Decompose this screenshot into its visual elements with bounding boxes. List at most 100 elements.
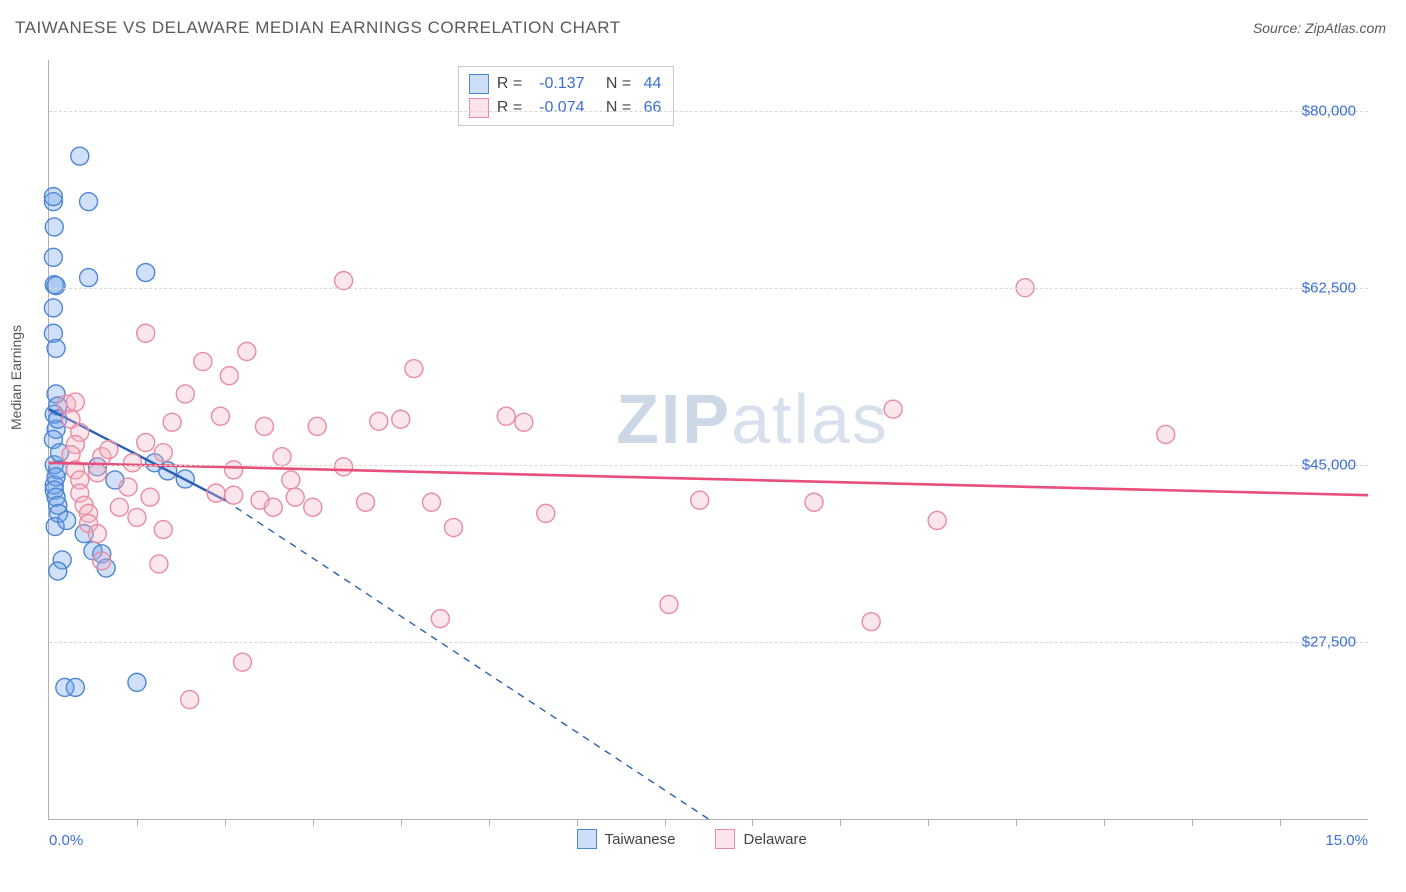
scatter-point	[47, 339, 65, 357]
scatter-point	[194, 353, 212, 371]
scatter-point	[45, 218, 63, 236]
scatter-point	[304, 498, 322, 516]
r-label: R =	[497, 96, 527, 120]
x-tick	[313, 819, 314, 826]
scatter-point	[71, 147, 89, 165]
r-value: -0.137	[535, 72, 585, 96]
y-tick-label: $62,500	[1302, 279, 1356, 296]
x-tick	[137, 819, 138, 826]
scatter-point	[80, 269, 98, 287]
x-tick	[225, 819, 226, 826]
series-swatch	[469, 98, 489, 118]
scatter-point	[44, 188, 62, 206]
scatter-point	[110, 498, 128, 516]
scatter-point	[431, 610, 449, 628]
x-tick	[489, 819, 490, 826]
scatter-point	[884, 400, 902, 418]
scatter-point	[515, 413, 533, 431]
scatter-point	[211, 407, 229, 425]
scatter-point	[176, 385, 194, 403]
x-tick	[401, 819, 402, 826]
x-tick	[928, 819, 929, 826]
scatter-point	[405, 360, 423, 378]
scatter-point	[93, 552, 111, 570]
scatter-point	[128, 673, 146, 691]
trend-line-dashed	[225, 500, 709, 819]
legend-swatch	[715, 829, 735, 849]
scatter-point	[423, 493, 441, 511]
y-tick-label: $27,500	[1302, 633, 1356, 650]
plot-area: ZIPatlas 0.0% 15.0% R = -0.137 N = 44R =…	[48, 60, 1368, 820]
scatter-point	[181, 691, 199, 709]
gridline	[49, 111, 1368, 112]
chart-title: TAIWANESE VS DELAWARE MEDIAN EARNINGS CO…	[15, 18, 621, 38]
scatter-point	[44, 299, 62, 317]
series-swatch	[469, 74, 489, 94]
scatter-point	[44, 248, 62, 266]
scatter-point	[308, 417, 326, 435]
scatter-point	[225, 461, 243, 479]
y-axis-label: Median Earnings	[8, 325, 24, 430]
x-tick	[665, 819, 666, 826]
legend-label: Taiwanese	[605, 831, 676, 848]
scatter-point	[47, 277, 65, 295]
stats-box: R = -0.137 N = 44R = -0.074 N = 66	[458, 66, 675, 126]
gridline	[49, 465, 1368, 466]
scatter-point	[444, 519, 462, 537]
n-value: 44	[644, 72, 662, 96]
scatter-point	[233, 653, 251, 671]
scatter-point	[163, 413, 181, 431]
scatter-point	[862, 613, 880, 631]
scatter-point	[119, 478, 137, 496]
scatter-point	[660, 595, 678, 613]
n-value: 66	[644, 96, 662, 120]
scatter-point	[335, 458, 353, 476]
scatter-point	[88, 525, 106, 543]
n-label: N =	[592, 72, 635, 96]
trend-line	[49, 463, 1368, 495]
scatter-point	[497, 407, 515, 425]
legend-item: Delaware	[715, 829, 806, 849]
scatter-point	[273, 448, 291, 466]
scatter-point	[154, 521, 172, 539]
source-label: Source: ZipAtlas.com	[1253, 20, 1386, 36]
r-value: -0.074	[535, 96, 585, 120]
x-tick	[752, 819, 753, 826]
x-tick	[577, 819, 578, 826]
legend-label: Delaware	[743, 831, 806, 848]
scatter-point	[137, 324, 155, 342]
scatter-point	[220, 367, 238, 385]
scatter-point	[238, 342, 256, 360]
scatter-point	[928, 511, 946, 529]
scatter-point	[1157, 425, 1175, 443]
scatter-point	[100, 441, 118, 459]
y-tick-label: $80,000	[1302, 102, 1356, 119]
scatter-point	[137, 434, 155, 452]
scatter-point	[128, 508, 146, 526]
scatter-point	[691, 491, 709, 509]
stats-row: R = -0.137 N = 44	[469, 72, 662, 96]
scatter-point	[286, 488, 304, 506]
r-label: R =	[497, 72, 527, 96]
scatter-point	[370, 412, 388, 430]
scatter-point	[282, 471, 300, 489]
scatter-point	[392, 410, 410, 428]
gridline	[49, 288, 1368, 289]
scatter-point	[255, 417, 273, 435]
x-tick	[1280, 819, 1281, 826]
scatter-point	[150, 555, 168, 573]
n-label: N =	[592, 96, 635, 120]
scatter-point	[805, 493, 823, 511]
x-tick	[1104, 819, 1105, 826]
gridline	[49, 642, 1368, 643]
scatter-point	[49, 562, 67, 580]
scatter-point	[66, 678, 84, 696]
scatter-point	[264, 498, 282, 516]
scatter-point	[58, 511, 76, 529]
scatter-point	[154, 444, 172, 462]
x-tick	[1192, 819, 1193, 826]
scatter-point	[537, 504, 555, 522]
scatter-point	[124, 454, 142, 472]
scatter-point	[88, 464, 106, 482]
y-tick-label: $45,000	[1302, 456, 1356, 473]
